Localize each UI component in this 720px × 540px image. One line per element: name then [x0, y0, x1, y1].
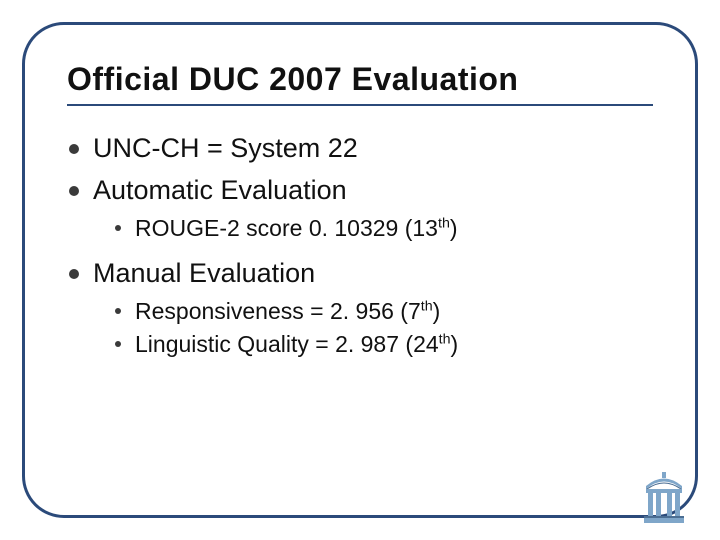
sub-item-sup: th	[421, 298, 433, 314]
sub-list-item: ROUGE-2 score 0. 10329 (13th)	[135, 212, 653, 245]
sub-item-prefix: Responsiveness = 2. 956 (7	[135, 298, 421, 324]
list-item: Automatic Evaluation ROUGE-2 score 0. 10…	[93, 172, 653, 245]
sub-list: Responsiveness = 2. 956 (7th) Linguistic…	[93, 295, 653, 362]
sub-item-prefix: Linguistic Quality = 2. 987 (24	[135, 331, 439, 357]
title-underline	[67, 104, 653, 106]
sub-list-item: Linguistic Quality = 2. 987 (24th)	[135, 328, 653, 361]
list-item: UNC-CH = System 22	[93, 130, 653, 168]
slide-title: Official DUC 2007 Evaluation	[67, 61, 653, 98]
list-item-text: Automatic Evaluation	[93, 175, 347, 205]
sub-list: ROUGE-2 score 0. 10329 (13th)	[93, 212, 653, 245]
sub-list-item: Responsiveness = 2. 956 (7th)	[135, 295, 653, 328]
sub-item-prefix: ROUGE-2 score 0. 10329 (13	[135, 215, 438, 241]
sub-item-suffix: )	[450, 215, 458, 241]
unc-old-well-icon	[642, 472, 686, 524]
sub-item-sup: th	[438, 215, 450, 231]
sub-item-suffix: )	[433, 298, 441, 324]
list-item: Manual Evaluation Responsiveness = 2. 95…	[93, 255, 653, 361]
slide-frame: Official DUC 2007 Evaluation UNC-CH = Sy…	[22, 22, 698, 518]
sub-item-suffix: )	[451, 331, 459, 357]
bullet-list: UNC-CH = System 22 Automatic Evaluation …	[67, 130, 653, 361]
list-item-text: Manual Evaluation	[93, 258, 315, 288]
sub-item-sup: th	[439, 331, 451, 347]
list-item-text: UNC-CH = System 22	[93, 133, 358, 163]
